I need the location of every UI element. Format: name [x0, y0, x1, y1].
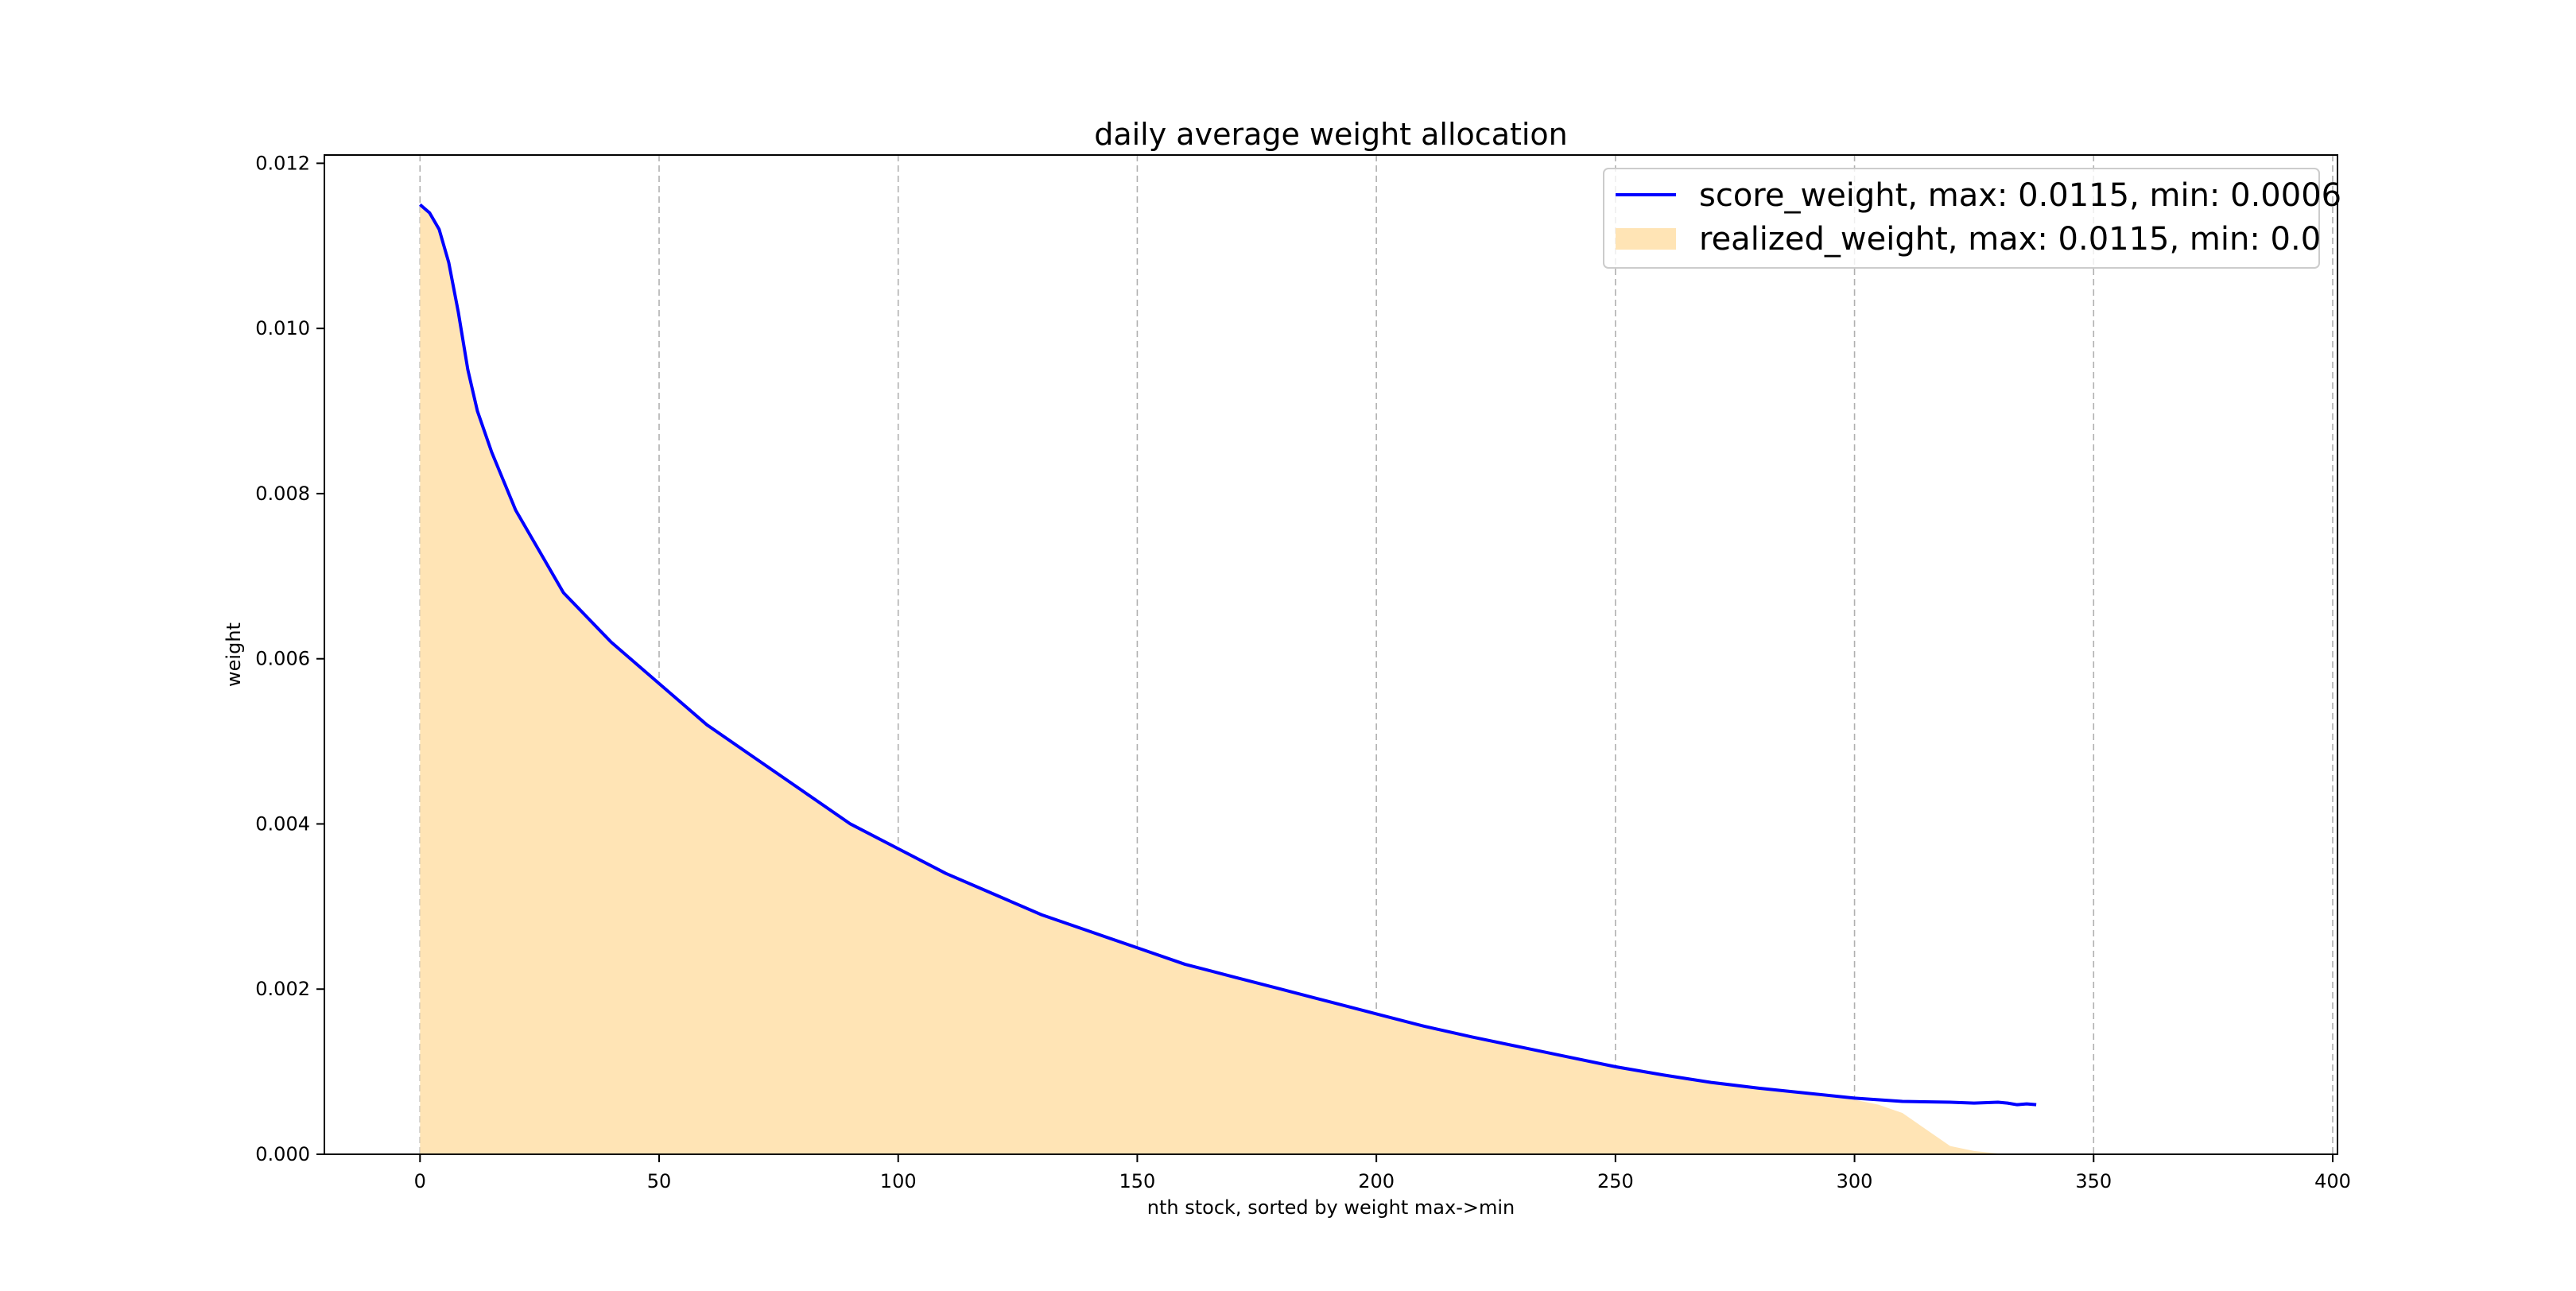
- x-tick-label: 50: [647, 1170, 672, 1192]
- score-weight-line: [418, 203, 2037, 1107]
- y-tick-label: 0.002: [255, 978, 310, 1000]
- x-tick-label: 300: [1837, 1170, 1873, 1192]
- chart-title: daily average weight allocation: [1094, 117, 1568, 152]
- realized-weight-area: [420, 204, 2008, 1154]
- x-axis-label: nth stock, sorted by weight max->min: [1147, 1196, 1515, 1219]
- y-tick-label: 0.006: [255, 648, 310, 670]
- x-tick-label: 400: [2314, 1170, 2351, 1192]
- area-layer: [420, 204, 2008, 1154]
- x-axis-ticks: 0 50 100 150 200 250 300 350 400: [414, 1154, 2351, 1192]
- y-tick-label: 0.004: [255, 812, 310, 835]
- x-tick-label: 100: [880, 1170, 917, 1192]
- y-axis-ticks: 0.000 0.002 0.004 0.006 0.008 0.010 0.012: [255, 152, 324, 1165]
- x-tick-label: 350: [2075, 1170, 2112, 1192]
- plot-frame: [324, 154, 2338, 1155]
- line-layer: [418, 203, 2037, 1107]
- legend-box: [1603, 168, 2320, 269]
- x-tick-label: 200: [1358, 1170, 1395, 1192]
- y-tick-label: 0.008: [255, 483, 310, 505]
- legend-area-swatch: [1616, 228, 1676, 250]
- legend-label-score-weight: score_weight, max: 0.0115, min: 0.0006: [1699, 177, 2341, 214]
- y-tick-label: 0.010: [255, 317, 310, 339]
- y-tick-label: 0.012: [255, 152, 310, 174]
- y-axis-label: weight: [223, 622, 245, 687]
- x-tick-label: 150: [1119, 1170, 1156, 1192]
- legend-label-realized-weight: realized_weight, max: 0.0115, min: 0.0: [1699, 221, 2321, 258]
- legend: score_weight, max: 0.0115, min: 0.0006 r…: [1603, 168, 2341, 269]
- x-tick-label: 250: [1597, 1170, 1634, 1192]
- x-tick-label: 0: [414, 1170, 426, 1192]
- y-tick-label: 0.000: [255, 1143, 310, 1165]
